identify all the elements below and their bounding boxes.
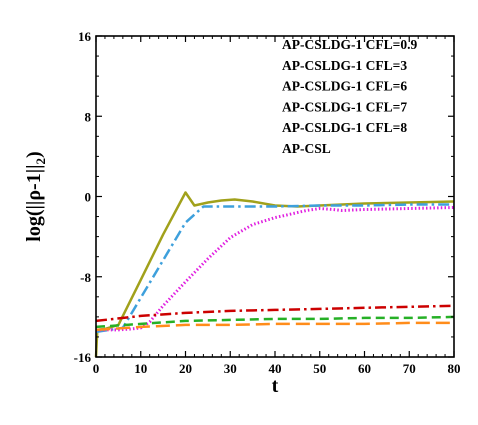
series-line-3 [96,206,455,332]
y-axis-label-subscript: 2 [33,158,48,165]
x-tick-label: 60 [358,361,371,376]
x-tick-label: 70 [403,361,416,376]
series-line-2 [95,203,454,334]
legend-entry-4: AP-CSLDG-1 CFL=7 [282,99,407,114]
y-tick-label: 0 [85,190,92,205]
x-axis-label: t [272,375,279,397]
x-tick-label: 0 [93,361,100,376]
series-line-6 [95,321,454,332]
y-tick-label: 8 [85,109,92,124]
y-axis-label: log(||ρ-1||2) [23,151,48,241]
x-tick-label: 50 [313,361,326,376]
legend-entry-3: AP-CSLDG-1 CFL=6 [282,79,407,94]
y-axis-label-close: ) [23,151,45,158]
y-tick-label: 16 [78,29,92,44]
x-tick-label: 40 [269,361,282,376]
x-tick-label: 10 [134,361,147,376]
legend: AP-CSLDG-1 CFL=0.9 AP-CSLDG-1 CFL=3 AP-CSL… [282,37,417,156]
y-tick-label: -8 [80,270,91,285]
y-axis-label-main: log(||ρ-1|| [23,164,45,241]
series-layer [94,191,455,358]
series-line-5 [95,315,455,329]
legend-entry-6: AP-CSL [282,141,331,156]
x-tick-label: 30 [224,361,237,376]
y-tick-label: -16 [74,350,92,365]
series-line-1 [94,191,455,358]
x-tick-label: 20 [179,361,192,376]
legend-entry-1: AP-CSLDG-1 CFL=0.9 [282,37,417,52]
series-line-4 [95,304,455,323]
legend-entry-5: AP-CSLDG-1 CFL=8 [282,120,407,135]
x-tick-label: 80 [448,361,461,376]
legend-entry-2: AP-CSLDG-1 CFL=3 [282,58,407,73]
ticks-layer: 0 10 20 30 40 50 60 70 80 -16 -8 0 8 16 [74,29,461,376]
